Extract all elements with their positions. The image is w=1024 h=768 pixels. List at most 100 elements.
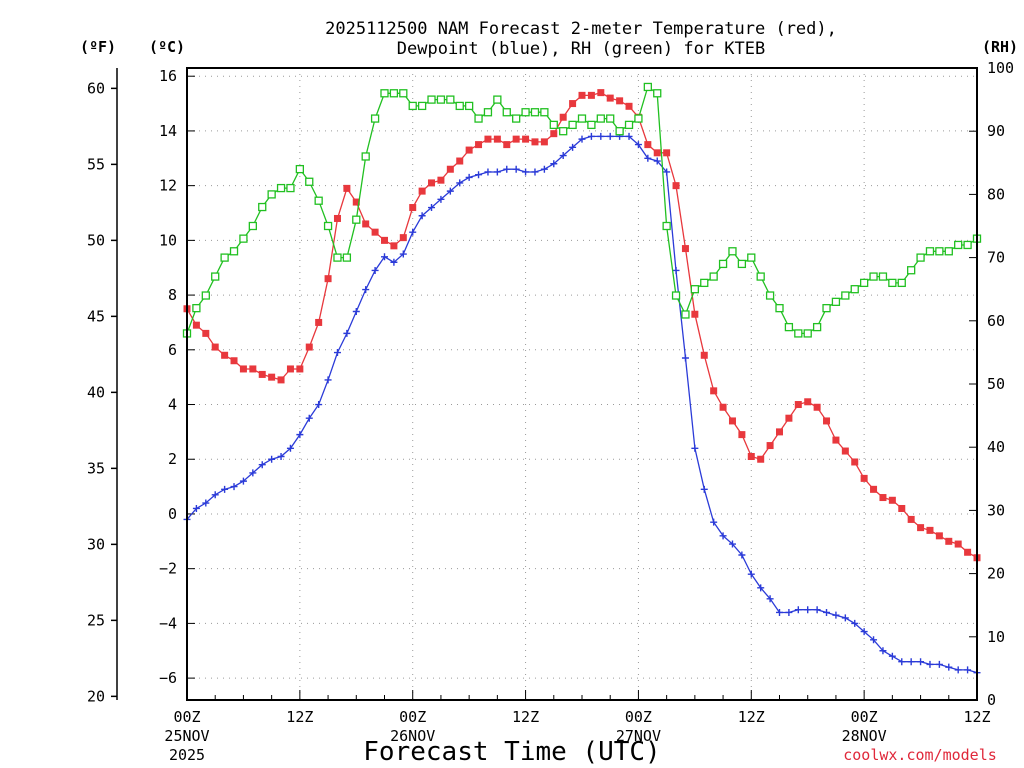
dewpoint-point-69 — [832, 611, 840, 619]
rh-point-57 — [718, 259, 728, 269]
temperature-point-20 — [371, 228, 379, 236]
dewpoint-point-63 — [776, 608, 783, 616]
dewpoint-point-38 — [540, 165, 548, 173]
celsius-tick-label-6: 6 — [168, 341, 177, 359]
rh-point-17 — [342, 253, 352, 262]
temperature-point-31 — [475, 141, 483, 149]
rh-point-24 — [408, 101, 417, 111]
dewpoint-point-53 — [681, 354, 689, 362]
dewpoint-point-27 — [437, 195, 445, 203]
dewpoint-point-10 — [277, 453, 285, 461]
rh-tick-label-2: 20 — [987, 565, 1005, 583]
rh-point-33 — [493, 95, 502, 104]
temperature-point-17 — [343, 184, 351, 192]
rh-point-12 — [295, 164, 305, 174]
temperature-point-34 — [503, 141, 511, 149]
dewpoint-point-8 — [258, 461, 266, 469]
dewpoint-point-30 — [465, 173, 473, 181]
dewpoint-point-77 — [907, 658, 915, 666]
dewpoint-point-52 — [672, 266, 680, 274]
temperature-point-80 — [935, 532, 943, 540]
temperature-point-65 — [794, 401, 802, 409]
fahrenheit-tick-label-0: 20 — [87, 687, 105, 705]
temperature-point-30 — [465, 146, 473, 154]
celsius-tick-label-8: 10 — [159, 231, 177, 249]
rh-point-68 — [822, 304, 831, 313]
rh-point-44 — [596, 114, 605, 123]
temperature-point-72 — [860, 474, 868, 482]
rh-tick-label-9: 90 — [987, 122, 1005, 140]
temperature-point-64 — [785, 414, 793, 422]
dewpoint-point-80 — [935, 660, 943, 668]
celsius-tick-label-10: 14 — [159, 122, 177, 140]
rh-point-72 — [859, 278, 869, 288]
dewpoint-point-74 — [879, 647, 887, 655]
dewpoint-point-64 — [785, 608, 793, 616]
celsius-tick-label-3: 0 — [168, 505, 177, 523]
rh-point-31 — [474, 114, 483, 123]
chart-title: 2025112500 NAM Forecast 2-meter Temperat… — [325, 19, 837, 59]
rh-tick-label-4: 40 — [987, 438, 1005, 456]
rh-point-2 — [201, 291, 210, 300]
dewpoint-point-76 — [898, 658, 906, 666]
dewpoint-point-39 — [550, 160, 558, 168]
rh-series — [182, 82, 982, 338]
temperature-point-14 — [315, 318, 323, 326]
rh-point-75 — [888, 278, 897, 288]
dewpoint-point-50 — [653, 157, 661, 165]
dewpoint-point-35 — [512, 165, 520, 173]
rh-point-15 — [323, 221, 333, 231]
rh-point-5 — [229, 247, 239, 256]
rh-point-7 — [248, 221, 257, 231]
fahrenheit-tick-label-8: 60 — [87, 79, 105, 97]
temperature-point-55 — [700, 351, 708, 359]
dewpoint-point-59 — [738, 551, 746, 559]
rh-point-4 — [220, 253, 229, 262]
temperature-point-10 — [277, 376, 285, 384]
temperature-point-46 — [616, 97, 624, 105]
dewpoint-series — [183, 132, 981, 677]
temperature-point-19 — [362, 220, 370, 228]
dewpoint-point-4 — [221, 485, 229, 493]
dewpoint-point-14 — [315, 401, 323, 409]
rh-point-71 — [850, 285, 859, 294]
rh-point-3 — [211, 272, 220, 281]
credit-label: coolwx.com/models — [843, 746, 997, 764]
fahrenheit-axis: 20 25 30 35 40 45 50 55 60 — [87, 68, 118, 705]
temperature-point-42 — [578, 91, 586, 99]
dewpoint-point-23 — [399, 250, 407, 258]
dewpoint-point-73 — [870, 636, 878, 644]
rh-tick-label-7: 70 — [987, 249, 1005, 267]
dewpoint-point-6 — [239, 477, 247, 485]
rh-point-32 — [483, 108, 493, 117]
x-tick-label-1-0: 12Z — [286, 708, 313, 726]
x-axis-label: Forecast Time (UTC) — [363, 737, 660, 767]
temperature-point-47 — [625, 102, 633, 110]
temperature-point-50 — [653, 149, 661, 157]
temperature-point-40 — [559, 113, 567, 121]
dewpoint-line — [186, 135, 978, 674]
rh-tick-label-8: 80 — [987, 185, 1005, 203]
rh-axis: 0 10 20 30 40 50 60 70 80 90 100 — [969, 59, 1014, 709]
dewpoint-point-33 — [493, 168, 501, 176]
dewpoint-point-25 — [418, 212, 426, 220]
x-tick-label-5-0: 12Z — [738, 708, 765, 726]
dewpoint-point-2 — [202, 499, 210, 507]
rh-point-81 — [944, 247, 953, 256]
dewpoint-point-45 — [606, 132, 614, 140]
temperature-point-61 — [757, 455, 765, 463]
temperature-point-23 — [399, 234, 407, 242]
rh-point-19 — [361, 152, 370, 161]
rh-point-46 — [615, 127, 624, 136]
dewpoint-point-78 — [917, 658, 925, 666]
temperature-point-37 — [531, 138, 539, 146]
fahrenheit-tick-label-2: 30 — [87, 535, 105, 553]
rh-point-82 — [954, 240, 963, 250]
rh-point-74 — [878, 272, 888, 281]
temperature-point-54 — [691, 310, 699, 318]
dewpoint-point-61 — [757, 584, 765, 592]
dewpoint-point-15 — [324, 376, 332, 384]
rh-tick-label-1: 10 — [987, 628, 1005, 646]
temperature-point-24 — [409, 204, 417, 212]
